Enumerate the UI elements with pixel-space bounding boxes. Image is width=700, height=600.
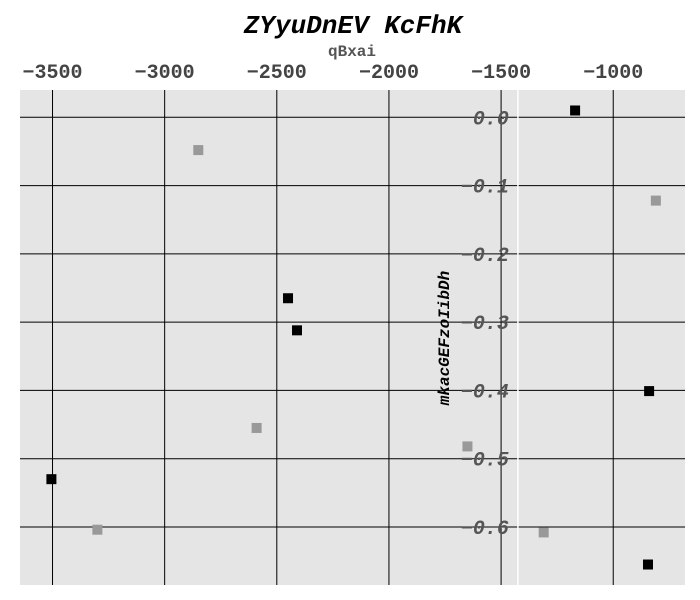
- x-tick-labels: −3500 −3000 −2500 −2000 −1500 −1000: [23, 62, 644, 85]
- x-tick-label: −2500: [247, 62, 307, 85]
- data-point: [291, 325, 302, 336]
- y-tick-label: −0.3: [461, 313, 509, 336]
- data-point: [570, 105, 581, 116]
- plot-area: [20, 90, 685, 585]
- data-point: [650, 195, 661, 206]
- data-point: [46, 474, 57, 485]
- x-tick-label: −1500: [471, 62, 531, 85]
- data-point: [538, 527, 549, 538]
- data-point: [193, 145, 204, 156]
- data-point: [251, 422, 262, 433]
- y-tick-label: 0.0: [473, 108, 509, 131]
- data-points: [46, 105, 661, 570]
- y-tick-label: −0.6: [461, 518, 509, 541]
- y-tick-label: −0.2: [461, 245, 509, 268]
- data-point: [283, 293, 294, 304]
- y-tick-labels: 0.0 −0.1 −0.2 −0.3 −0.4 −0.5 −0.6: [461, 108, 509, 541]
- data-point: [462, 441, 473, 452]
- x-tick-label: −2000: [359, 62, 419, 85]
- x-tick-label: −3000: [135, 62, 195, 85]
- x-tick-label: −3500: [23, 62, 83, 85]
- x-tick-label: −1000: [583, 62, 643, 85]
- data-point: [642, 559, 653, 570]
- data-point: [92, 524, 103, 535]
- chart-title: ZYyuDnEV KcFhK: [243, 11, 465, 41]
- grid-lines: [20, 90, 685, 585]
- y-tick-label: −0.5: [461, 450, 509, 473]
- y-axis-label: mkacGEFzoIibDh: [436, 271, 454, 406]
- y-tick-label: −0.1: [461, 177, 509, 200]
- y-tick-label: −0.4: [461, 381, 509, 404]
- x-axis-label: qBxai: [328, 43, 376, 61]
- data-point: [644, 386, 655, 397]
